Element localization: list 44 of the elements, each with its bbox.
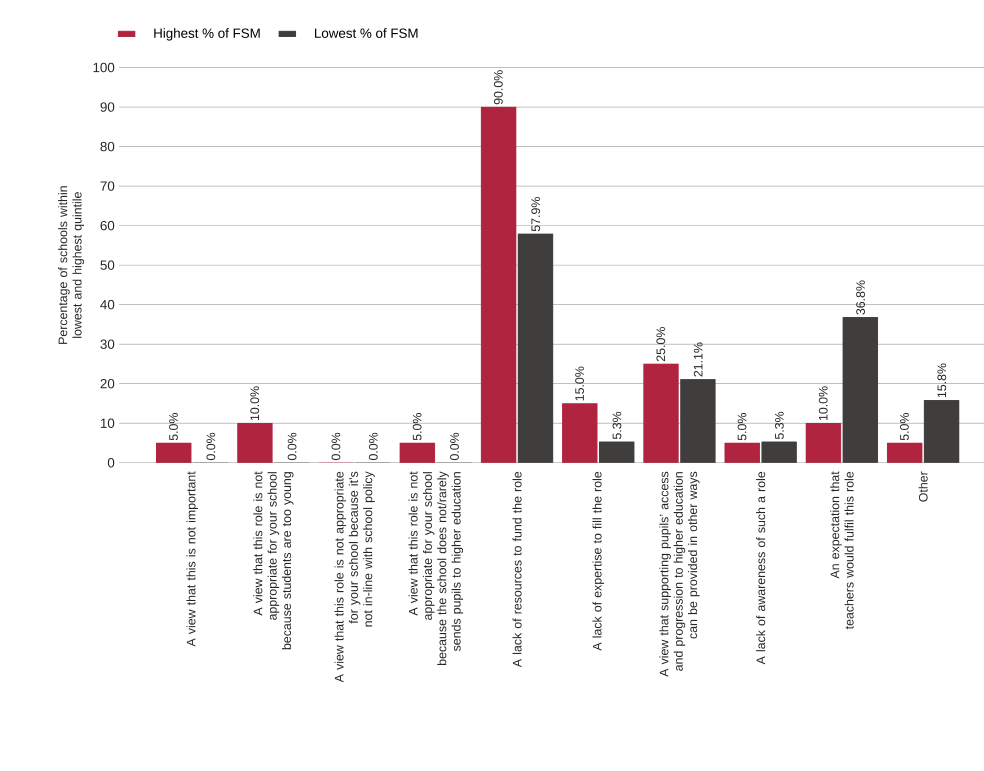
data-label: 0.0%: [288, 433, 296, 460]
data-label: 0.0%: [450, 433, 459, 460]
x-tick-label: A lack of expertise to fill the role: [592, 472, 604, 651]
data-label: 5.3%: [612, 412, 622, 440]
x-tick-label: Other: [918, 472, 928, 502]
x-tick-label: An expectation that teachers would fulfil this role: [830, 472, 854, 630]
y-tick-label: 60: [100, 221, 114, 231]
x-tick-label: A view that this role is not appropriate for your school because students are too young: [253, 472, 294, 650]
data-label: 57.9%: [531, 197, 540, 232]
y-tick-label: 0: [108, 458, 114, 468]
y-axis-title: Percentage of schools within lowest and highest quintile: [58, 186, 84, 344]
data-label: 15.8%: [937, 364, 946, 398]
data-label: 0.0%: [206, 433, 216, 460]
data-label: 0.0%: [332, 433, 340, 460]
x-tick-label: A view that this is not important: [186, 472, 198, 647]
x-tick-label: A lack of awareness of such a role: [756, 472, 766, 665]
data-label: 90.0%: [494, 70, 503, 104]
data-label: 21.1%: [694, 342, 702, 377]
data-label: 5.0%: [900, 413, 909, 441]
data-label: 10.0%: [818, 386, 828, 420]
data-label: 36.8%: [856, 280, 865, 315]
data-label: 25.0%: [656, 327, 666, 362]
data-label: 5.0%: [412, 413, 422, 441]
x-tick-label: A view that supporting pupils’ access and progression to higher education can be provided in other ways: [659, 472, 700, 677]
y-tick-label: 70: [100, 182, 114, 192]
data-label: 10.0%: [250, 386, 260, 420]
y-tick-label: 10: [100, 418, 114, 428]
data-label: 0.0%: [368, 433, 378, 460]
y-tick-label: 100: [94, 62, 114, 72]
data-label: 15.0%: [575, 366, 584, 401]
y-tick-label: 50: [100, 260, 114, 270]
y-tick-label: 20: [100, 379, 114, 389]
y-tick-label: 30: [100, 340, 114, 350]
legend-label: Highest % of FSM: [154, 28, 260, 41]
legend-label: Lowest % of FSM: [315, 28, 418, 38]
x-tick-label: A view that this role is not appropriate for your school because it’s not in-line with school policy: [334, 472, 375, 682]
x-tick-label: A lack of resources to fund the role: [512, 472, 522, 668]
x-tick-label: A view that this role is not appropriate for your school because the school does not/rarely sends pupils to higher education: [408, 472, 464, 666]
y-tick-label: 80: [100, 142, 114, 152]
data-label: 5.0%: [169, 413, 178, 441]
y-tick-label: 90: [100, 102, 114, 112]
data-label: 5.0%: [738, 413, 746, 441]
y-tick-label: 40: [100, 300, 114, 310]
data-label: 5.3%: [774, 412, 784, 440]
